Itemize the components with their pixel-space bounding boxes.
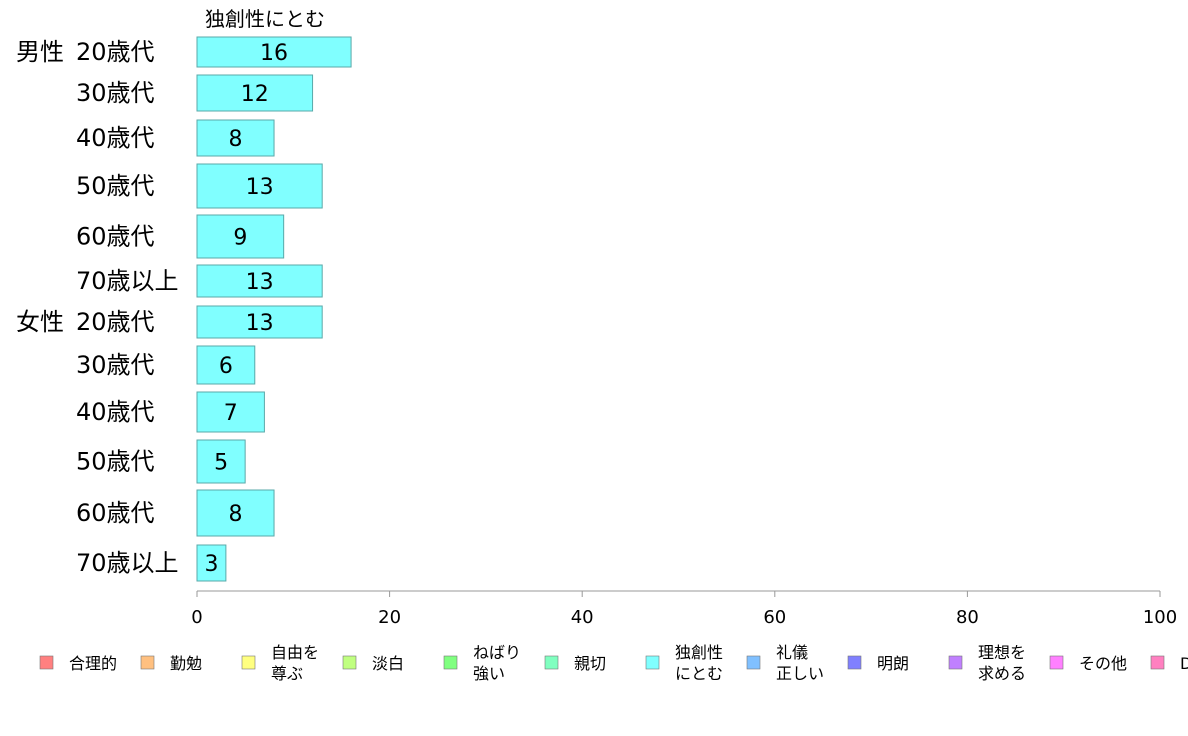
bar-value-label: 8 bbox=[229, 127, 243, 152]
bar-value-label: 16 bbox=[260, 41, 288, 66]
bar-value-label: 12 bbox=[241, 82, 269, 107]
legend-label: 親切 bbox=[574, 654, 606, 673]
bar bbox=[196, 163, 323, 209]
x-tick-label: 60 bbox=[763, 607, 786, 628]
bar bbox=[196, 544, 227, 582]
row-label: 30歳代 bbox=[76, 79, 155, 107]
bar-value-label: 3 bbox=[204, 552, 218, 577]
x-tick-label: 80 bbox=[956, 607, 979, 628]
legend-label: 理想を bbox=[978, 643, 1026, 662]
legend-label: 尊ぶ bbox=[271, 664, 303, 683]
bar-value-label: 7 bbox=[224, 401, 238, 426]
bar bbox=[196, 391, 265, 433]
legend-swatch bbox=[39, 655, 54, 670]
bar bbox=[196, 36, 352, 68]
row-label: 60歳代 bbox=[76, 223, 155, 251]
bar bbox=[196, 305, 323, 339]
row-label: 50歳代 bbox=[76, 448, 155, 476]
legend-label: 強い bbox=[473, 664, 505, 683]
legend-label: 自由を bbox=[271, 643, 319, 662]
legend-label: 正しい bbox=[776, 664, 824, 683]
x-tick-label: 40 bbox=[571, 607, 594, 628]
bar-value-label: 13 bbox=[246, 311, 274, 336]
bar-value-label: 9 bbox=[233, 226, 247, 251]
bars-layer: 1620歳代男性1230歳代840歳代1350歳代960歳代1370歳以上132… bbox=[16, 36, 352, 582]
legend-label: ねばり bbox=[473, 643, 521, 662]
legend-swatch bbox=[847, 655, 862, 670]
row-label: 40歳代 bbox=[76, 124, 155, 152]
legend-swatch bbox=[645, 655, 660, 670]
row-label: 70歳以上 bbox=[76, 549, 179, 577]
series-title: 独創性にとむ bbox=[205, 7, 325, 31]
legend-swatch bbox=[948, 655, 963, 670]
bar bbox=[196, 345, 256, 385]
bar bbox=[196, 439, 246, 484]
legend-label: その他 bbox=[1079, 654, 1127, 673]
bar-value-label: 5 bbox=[214, 451, 228, 476]
legend-swatch bbox=[746, 655, 761, 670]
bar bbox=[196, 264, 323, 298]
bar-value-label: 13 bbox=[246, 175, 274, 200]
x-tick-label: 100 bbox=[1143, 607, 1177, 628]
legend-label: 求める bbox=[978, 664, 1026, 683]
row-label: 40歳代 bbox=[76, 398, 155, 426]
legend-swatch bbox=[241, 655, 256, 670]
bar-value-label: 6 bbox=[219, 354, 233, 379]
legend-label: 独創性 bbox=[675, 643, 723, 662]
group-label: 女性 bbox=[16, 308, 64, 336]
bar-value-label: 13 bbox=[246, 270, 274, 295]
legend-label: 淡白 bbox=[372, 654, 404, 673]
legend-swatch bbox=[1049, 655, 1064, 670]
legend-label: D bbox=[1180, 654, 1188, 673]
bar-value-label: 8 bbox=[229, 502, 243, 527]
bar bbox=[196, 214, 285, 259]
legend-swatch bbox=[342, 655, 357, 670]
row-label: 20歳代 bbox=[76, 308, 155, 336]
row-label: 70歳以上 bbox=[76, 267, 179, 295]
row-label: 50歳代 bbox=[76, 172, 155, 200]
legend-label: 礼儀 bbox=[776, 643, 808, 662]
x-tick-label: 20 bbox=[378, 607, 401, 628]
x-axis: 0 20 40 60 80 100 bbox=[191, 590, 1177, 628]
row-label: 20歳代 bbox=[76, 38, 155, 66]
legend-swatch bbox=[140, 655, 155, 670]
row-label: 60歳代 bbox=[76, 499, 155, 527]
legend-label: 合理的 bbox=[69, 654, 117, 673]
legend-swatch bbox=[1150, 655, 1165, 670]
legend-label: にとむ bbox=[675, 664, 723, 683]
legend-label: 勤勉 bbox=[170, 654, 202, 673]
bar bbox=[196, 489, 275, 537]
legend-swatch bbox=[544, 655, 559, 670]
bar bbox=[196, 74, 314, 112]
bar bbox=[196, 119, 275, 157]
row-label: 30歳代 bbox=[76, 351, 155, 379]
x-tick-label: 0 bbox=[191, 607, 202, 628]
group-label: 男性 bbox=[16, 38, 64, 66]
legend-swatch bbox=[443, 655, 458, 670]
legend-label: 明朗 bbox=[877, 654, 909, 673]
